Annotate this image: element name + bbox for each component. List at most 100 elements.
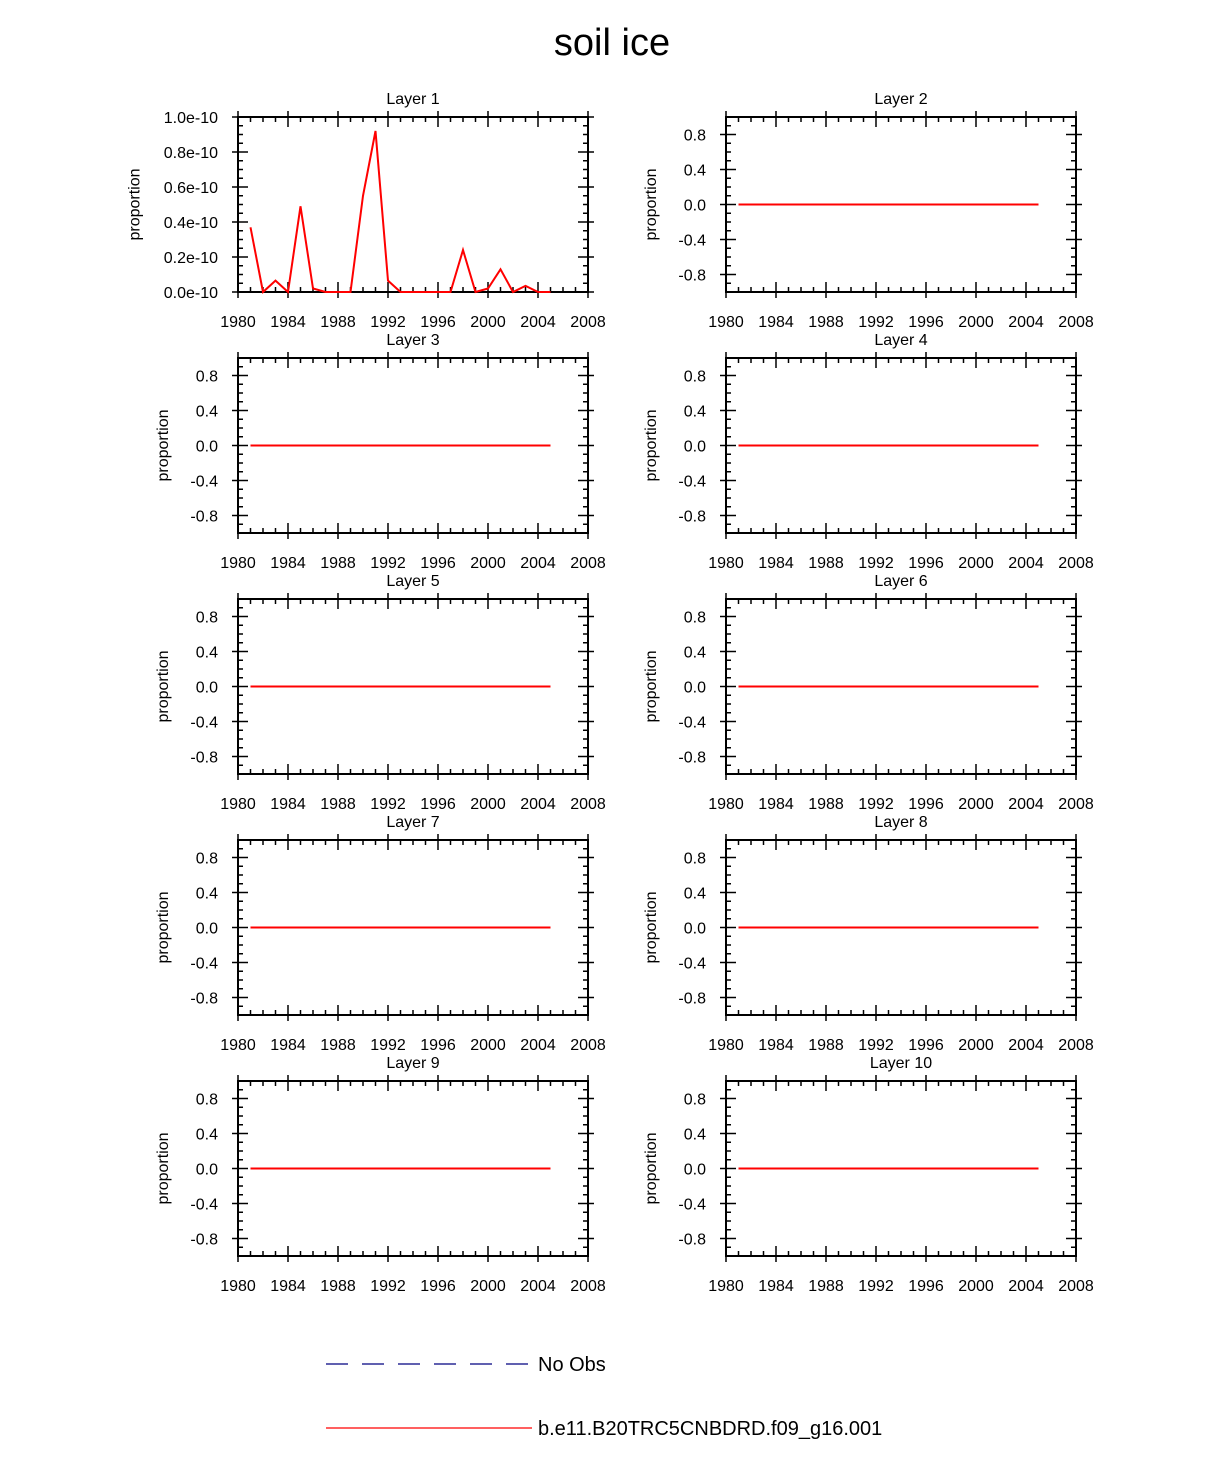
panel-title: Layer 8 xyxy=(874,814,927,831)
panel-7: Layer 7 1980 1984 1988 1992 1996 2000 2004 2008 -… xyxy=(155,814,606,1054)
y-axis-label: proportion xyxy=(155,1132,172,1204)
x-tick-label: 1992 xyxy=(370,796,406,813)
panel-title: Layer 9 xyxy=(386,1055,439,1072)
y-tick-label: -0.8 xyxy=(678,750,706,767)
y-tick-label: 0.0 xyxy=(196,680,218,697)
y-tick-label: 0.4 xyxy=(196,1127,218,1144)
legend: No Obs b.e11.B20TRC5CNBDRD.f09_g16.001 xyxy=(326,1354,882,1440)
y-axis-label: proportion xyxy=(155,650,172,722)
y-tick-label: 0.8 xyxy=(684,128,706,145)
x-tick-label: 2004 xyxy=(1008,1278,1044,1295)
x-tick-label: 1996 xyxy=(908,555,944,572)
x-tick-label: 1996 xyxy=(908,1037,944,1054)
x-tick-label: 1984 xyxy=(270,555,306,572)
x-tick-label: 2000 xyxy=(470,1278,506,1295)
x-tick-label: 2000 xyxy=(958,796,994,813)
panel-4: Layer 4 1980 1984 1988 1992 1996 2000 2004 2008 -… xyxy=(643,332,1094,572)
y-tick-label: -0.8 xyxy=(190,1232,218,1249)
y-axis-label: proportion xyxy=(643,168,660,240)
y-tick-label: -0.4 xyxy=(678,474,706,491)
y-tick-label: 0.4 xyxy=(684,645,706,662)
y-tick-label: 0.0 xyxy=(684,1162,706,1179)
y-tick-label: 0.8 xyxy=(684,851,706,868)
y-tick-label: -0.4 xyxy=(190,474,218,491)
y-tick-label: -0.8 xyxy=(678,991,706,1008)
y-tick-label: -0.8 xyxy=(678,1232,706,1249)
y-axis-label: proportion xyxy=(643,409,660,481)
y-tick-label: 0.2e-10 xyxy=(164,250,218,267)
y-tick-label: -0.8 xyxy=(678,509,706,526)
x-tick-label: 1988 xyxy=(320,555,356,572)
y-tick-label: 0.4 xyxy=(684,886,706,903)
y-axis-label: proportion xyxy=(643,650,660,722)
panel-5: Layer 5 1980 1984 1988 1992 1996 2000 2004 2008 -… xyxy=(155,573,606,813)
x-tick-label: 1980 xyxy=(220,1037,256,1054)
y-tick-label: -0.4 xyxy=(678,715,706,732)
x-tick-label: 1984 xyxy=(758,314,794,331)
y-axis-label: proportion xyxy=(155,891,172,963)
panel-title: Layer 3 xyxy=(386,332,439,349)
x-tick-label: 1988 xyxy=(808,1278,844,1295)
x-tick-label: 1988 xyxy=(320,314,356,331)
x-tick-label: 1988 xyxy=(808,314,844,331)
x-tick-label: 1984 xyxy=(758,796,794,813)
y-tick-label: 0.8 xyxy=(196,610,218,627)
panel-title: Layer 7 xyxy=(386,814,439,831)
x-tick-label: 1992 xyxy=(370,1037,406,1054)
y-tick-label: -0.4 xyxy=(678,233,706,250)
y-tick-label: 1.0e-10 xyxy=(164,110,218,127)
x-tick-label: 2004 xyxy=(1008,555,1044,572)
x-tick-label: 1984 xyxy=(758,555,794,572)
panel-title: Layer 10 xyxy=(870,1055,932,1072)
x-tick-label: 2004 xyxy=(520,796,556,813)
y-tick-label: 0.8 xyxy=(196,851,218,868)
panel-title: Layer 1 xyxy=(386,91,439,108)
y-tick-label: 0.8e-10 xyxy=(164,145,218,162)
y-axis-label: proportion xyxy=(643,1132,660,1204)
x-tick-label: 1984 xyxy=(758,1278,794,1295)
y-tick-label: 0.4 xyxy=(196,404,218,421)
x-tick-label: 2008 xyxy=(1058,1037,1094,1054)
y-tick-label: 0.6e-10 xyxy=(164,180,218,197)
x-tick-label: 1980 xyxy=(708,1037,744,1054)
x-tick-label: 2000 xyxy=(958,1037,994,1054)
x-tick-label: 1988 xyxy=(808,1037,844,1054)
y-tick-label: 0.0 xyxy=(684,680,706,697)
x-tick-label: 1992 xyxy=(370,1278,406,1295)
x-tick-label: 2000 xyxy=(958,555,994,572)
y-tick-label: 0.8 xyxy=(684,1092,706,1109)
x-tick-label: 2008 xyxy=(570,1037,606,1054)
y-tick-label: 0.8 xyxy=(196,369,218,386)
panel-title: Layer 6 xyxy=(874,573,927,590)
plot-frame xyxy=(237,116,589,293)
x-tick-label: 2000 xyxy=(470,796,506,813)
x-tick-label: 2004 xyxy=(520,1278,556,1295)
x-tick-label: 2000 xyxy=(958,314,994,331)
x-tick-label: 1988 xyxy=(320,1278,356,1295)
y-tick-label: -0.8 xyxy=(190,509,218,526)
panel-title: Layer 5 xyxy=(386,573,439,590)
y-tick-label: 0.0e-10 xyxy=(164,285,218,302)
x-tick-label: 1988 xyxy=(320,1037,356,1054)
panel-8: Layer 8 1980 1984 1988 1992 1996 2000 2004 2008 -… xyxy=(643,814,1094,1054)
x-tick-label: 2004 xyxy=(1008,314,1044,331)
y-tick-label: -0.8 xyxy=(190,750,218,767)
y-tick-label: 0.0 xyxy=(684,439,706,456)
x-tick-label: 1984 xyxy=(270,314,306,331)
y-tick-label: 0.8 xyxy=(196,1092,218,1109)
x-tick-label: 1996 xyxy=(420,1037,456,1054)
x-tick-label: 2008 xyxy=(570,314,606,331)
x-tick-label: 1988 xyxy=(808,796,844,813)
x-tick-label: 2004 xyxy=(1008,796,1044,813)
x-tick-label: 2000 xyxy=(470,555,506,572)
y-tick-label: 0.4 xyxy=(684,163,706,180)
x-tick-label: 2008 xyxy=(570,796,606,813)
y-tick-label: -0.8 xyxy=(678,268,706,285)
x-tick-label: 2004 xyxy=(1008,1037,1044,1054)
panel-title: Layer 4 xyxy=(874,332,927,349)
x-tick-label: 2008 xyxy=(1058,555,1094,572)
x-tick-label: 1984 xyxy=(270,1278,306,1295)
x-tick-label: 2004 xyxy=(520,314,556,331)
